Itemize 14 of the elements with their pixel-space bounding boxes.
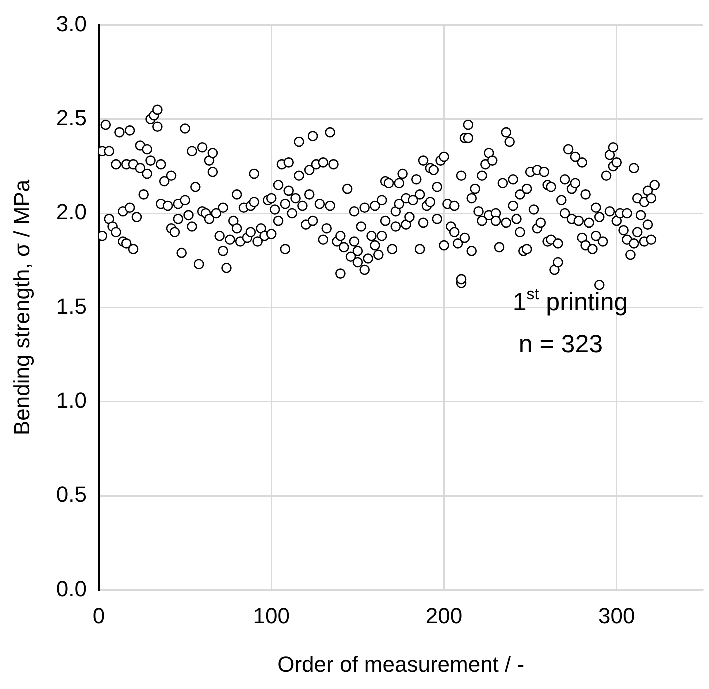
y-tick-label: 1.0 [56, 388, 87, 413]
y-tick-label: 1.5 [56, 294, 87, 319]
x-tick-label: 200 [426, 603, 463, 628]
y-tick-label: 2.0 [56, 200, 87, 225]
annotation: n = 323 [518, 330, 604, 359]
y-tick-label: 2.5 [56, 105, 87, 130]
y-tick-label: 0.5 [56, 482, 87, 508]
y-axis-title: Bending strength, σ / MPa [9, 179, 34, 436]
x-tick-label: 0 [92, 603, 106, 628]
y-tick-label: 0.0 [56, 576, 87, 602]
x-tick-label: 300 [598, 603, 636, 628]
x-axis-title: Order of measurement / - [278, 652, 525, 677]
y-tick-label: 3.0 [56, 11, 87, 36]
x-tick-label: 100 [253, 603, 290, 628]
